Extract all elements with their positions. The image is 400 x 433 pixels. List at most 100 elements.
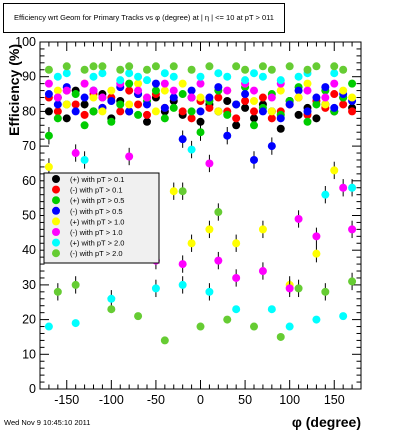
data-point [276, 114, 285, 123]
data-point [241, 103, 250, 112]
legend-label: (-) with pT > 1.0 [70, 228, 123, 237]
data-point [187, 145, 196, 154]
data-point [232, 305, 241, 314]
data-point [294, 86, 303, 95]
data-point [258, 62, 267, 71]
x-tick-label: -50 [147, 393, 165, 407]
data-point [205, 103, 214, 112]
data-point [223, 72, 232, 81]
data-point [71, 107, 80, 116]
data-point [178, 135, 187, 144]
data-point [276, 124, 285, 133]
data-point [330, 62, 339, 71]
data-point [303, 117, 312, 126]
data-point [250, 121, 258, 130]
data-point [44, 322, 53, 331]
data-point [44, 65, 53, 74]
data-point [178, 79, 187, 88]
data-point [312, 62, 321, 71]
data-point [160, 86, 169, 95]
data-point [330, 69, 339, 78]
data-point [196, 72, 205, 81]
data-point [160, 336, 169, 345]
data-point [250, 69, 258, 78]
data-point [53, 287, 62, 296]
data-point [107, 86, 116, 95]
data-point [125, 152, 134, 161]
data-point [98, 93, 107, 102]
data-point [169, 93, 178, 102]
data-point [89, 86, 98, 95]
x-tick-label: 150 [324, 393, 345, 407]
y-tick-label: 10 [22, 347, 36, 361]
y-tick-label: 90 [22, 70, 36, 84]
data-point [62, 62, 71, 71]
data-point [241, 76, 250, 85]
data-point [285, 100, 294, 109]
data-point [143, 65, 151, 74]
data-point [143, 93, 151, 102]
data-point [294, 93, 303, 102]
chart-title-box: Efficiency wrt Geom for Primary Tracks v… [3, 3, 285, 33]
data-point [258, 107, 267, 116]
data-point [285, 62, 294, 71]
data-point [71, 100, 80, 109]
data-point [44, 162, 53, 171]
data-point [232, 100, 241, 109]
data-point [258, 72, 267, 81]
data-point [214, 208, 223, 217]
legend-marker [52, 185, 60, 194]
data-point [232, 273, 241, 282]
data-point [267, 114, 276, 123]
data-point [258, 267, 267, 276]
data-point [151, 86, 160, 95]
data-point [232, 62, 241, 71]
data-point [348, 277, 357, 286]
data-point [214, 83, 223, 92]
legend-label: (+) with pT > 0.5 [70, 196, 124, 205]
data-point [339, 65, 348, 74]
data-point [232, 121, 241, 130]
data-point [196, 107, 205, 116]
data-point [53, 93, 62, 102]
data-point [205, 225, 214, 234]
data-point [303, 65, 312, 74]
data-point [285, 284, 294, 293]
data-point [89, 72, 98, 81]
data-point [62, 114, 71, 123]
legend-label: (+) with pT > 0.1 [70, 175, 124, 184]
data-point [241, 65, 250, 74]
data-point [125, 100, 134, 109]
data-point [125, 62, 134, 71]
data-point [276, 86, 285, 95]
data-point [267, 142, 276, 151]
data-point [116, 107, 125, 116]
data-point [205, 93, 214, 102]
data-point [250, 155, 258, 164]
data-point [80, 100, 89, 109]
data-point [267, 107, 276, 116]
data-point [321, 100, 330, 109]
data-point [187, 114, 196, 123]
data-point [169, 103, 178, 112]
data-point [267, 305, 276, 314]
data-point [178, 90, 187, 99]
data-point [98, 107, 107, 116]
data-point [214, 107, 223, 116]
data-point [151, 107, 160, 116]
data-point [107, 96, 116, 105]
data-point [169, 86, 178, 95]
legend-label: (+) with pT > 2.0 [70, 239, 124, 248]
data-point [214, 93, 223, 102]
x-tick-label: -100 [99, 393, 124, 407]
data-point [250, 322, 258, 331]
data-point [116, 76, 125, 85]
data-point [53, 107, 62, 116]
legend-box [43, 172, 160, 264]
data-point [71, 280, 80, 289]
data-point [276, 76, 285, 85]
x-tick-label: 50 [238, 393, 252, 407]
data-point [80, 110, 89, 119]
y-axis-label: Efficiency (%) [6, 44, 22, 136]
data-point [80, 93, 89, 102]
